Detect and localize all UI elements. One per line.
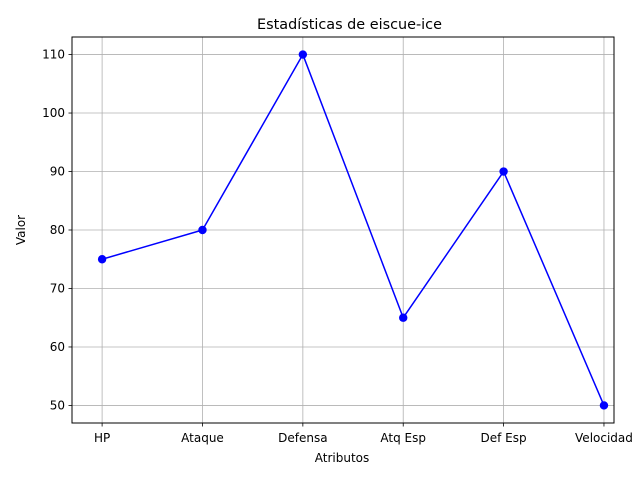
data-point [198,225,207,235]
chart-title: Estadísticas de eiscue-ice [257,17,442,33]
x-tick-label: Atq Esp [380,431,426,445]
y-tick-label: 110 [42,48,65,62]
x-tick-label: Ataque [181,431,224,445]
ticks: HP Ataque Defensa Atq Esp Def Esp Velocidad 50… [42,48,633,445]
x-tick-label: Def Esp [481,431,527,445]
y-tick-label: 100 [42,106,65,120]
data-point [298,50,308,59]
x-tick-label: HP [94,431,110,445]
x-tick-label: Velocidad [575,431,633,445]
grid [72,37,614,423]
x-tick-label: Defensa [278,431,327,445]
data-point [97,255,107,264]
y-tick-label: 90 [50,165,65,179]
data-point [599,401,609,410]
y-tick-label: 70 [50,281,65,295]
data-point [499,167,508,176]
series-line [101,53,605,406]
series-layer [97,50,609,410]
y-tick-label: 50 [50,398,65,412]
y-axis-title: Valor [14,215,28,245]
x-axis-title: Atributos [315,451,370,465]
y-tick-label: 80 [50,223,65,237]
y-tick-label: 60 [50,340,65,354]
data-point [399,313,408,322]
